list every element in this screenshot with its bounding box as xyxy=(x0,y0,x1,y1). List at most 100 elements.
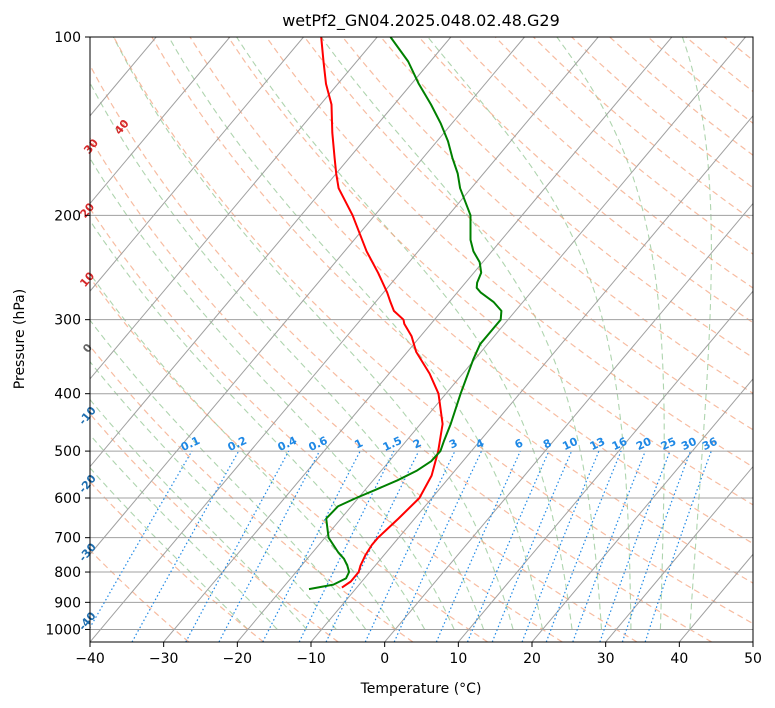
moist-adiabat xyxy=(90,219,426,630)
dry-adiabat xyxy=(113,37,753,625)
moist-adiabat xyxy=(427,37,632,630)
moist-adiabat xyxy=(90,360,337,630)
mixing-ratio-label: 13 xyxy=(588,435,607,453)
dry-adiabat xyxy=(227,37,753,506)
mixing-ratio-line xyxy=(185,450,290,642)
x-tick-label: −30 xyxy=(149,651,179,667)
mixing-ratio-label: 16 xyxy=(610,435,630,453)
y-tick-label: 800 xyxy=(54,565,81,581)
y-tick-label: 100 xyxy=(54,30,81,46)
dry-adiabat xyxy=(90,345,414,642)
x-tick-label: 30 xyxy=(597,651,615,667)
isotherm-line xyxy=(310,115,753,642)
moist-adiabat xyxy=(556,37,665,630)
isotherm-line xyxy=(90,37,304,292)
mixing-ratio-labels: 0.1 0.2 0.4 0.6 1 1.5 2 3 4 6 8 10 13 16 20 25 30 36 xyxy=(179,434,720,454)
isotherm-line xyxy=(90,37,231,205)
isotherm-line xyxy=(90,37,378,380)
mixing-ratio-label: 30 xyxy=(679,435,699,453)
dry-adiabat xyxy=(90,137,638,642)
mixing-ratio-line xyxy=(466,450,550,642)
y-tick-label: 1000 xyxy=(45,622,81,638)
isotherm-line xyxy=(163,37,673,642)
y-axis: 100 200 300 400 500 600 700 800 900 1000 xyxy=(45,30,90,638)
moist-adiabat xyxy=(236,37,573,630)
dry-adiabat xyxy=(90,276,488,642)
moist-adiabat xyxy=(90,81,485,630)
x-tick-label: 20 xyxy=(523,651,541,667)
plot-frame xyxy=(89,36,754,643)
dry-adiabat xyxy=(456,37,753,289)
mixing-ratio-line xyxy=(262,450,361,642)
x-tick-label: 0 xyxy=(380,651,389,667)
dry-adiabat xyxy=(762,37,775,642)
moist-adiabat xyxy=(90,319,367,630)
isotherm-line xyxy=(90,37,452,468)
isotherm-line xyxy=(605,465,753,642)
mixing-ratio-lines xyxy=(90,450,712,642)
y-tick-label: 500 xyxy=(54,444,81,460)
moist-adiabat xyxy=(320,37,603,630)
moist-adiabat xyxy=(90,434,278,630)
mixing-ratio-line xyxy=(491,450,573,642)
mixing-ratio-line xyxy=(218,450,321,642)
y-tick-label: 700 xyxy=(54,531,81,547)
mixing-ratio-line xyxy=(131,450,240,642)
mixing-ratio-label: 36 xyxy=(700,435,720,453)
mixing-ratio-line xyxy=(644,450,712,642)
mixing-ratio-line xyxy=(572,450,646,642)
y-tick-label: 400 xyxy=(54,387,81,403)
dewpoint-profile xyxy=(308,37,503,591)
moist-adiabat xyxy=(90,467,249,630)
isotherm-line xyxy=(457,290,753,642)
mixing-ratio-line xyxy=(435,450,521,642)
sounding-profiles xyxy=(308,37,503,591)
x-tick-label: −20 xyxy=(223,651,253,667)
mixing-ratio-label: 25 xyxy=(659,435,678,453)
temperature-profile xyxy=(320,37,444,589)
moist-adiabat-lines xyxy=(90,37,712,630)
x-axis-title: Temperature (°C) xyxy=(360,681,482,697)
mixing-ratio-line xyxy=(599,450,671,642)
isotherm-line xyxy=(0,37,9,642)
chart-title: wetPf2_GN04.2025.048.02.48.G29 xyxy=(282,11,560,31)
x-tick-label: 10 xyxy=(449,651,467,667)
isobar-gridlines xyxy=(90,37,753,630)
y-tick-label: 900 xyxy=(54,595,81,611)
mixing-ratio-label: 20 xyxy=(634,435,654,453)
isotherm-gridlines xyxy=(0,37,753,642)
x-axis: −40 −30 −20 −10 0 10 20 30 40 50 xyxy=(75,642,762,667)
x-tick-label: −10 xyxy=(296,651,326,667)
y-tick-label: 300 xyxy=(54,313,81,329)
mixing-ratio-line xyxy=(298,450,395,642)
isotherm-line xyxy=(90,37,525,556)
moist-adiabat xyxy=(90,272,396,630)
y-tick-label: 200 xyxy=(54,208,81,224)
mixing-ratio-label: 10 xyxy=(560,435,580,453)
dry-adiabat xyxy=(418,37,753,324)
moist-adiabat xyxy=(112,37,514,630)
isotherm-line xyxy=(752,641,753,642)
isotherm-line xyxy=(90,37,599,642)
dry-adiabat xyxy=(265,37,753,468)
x-tick-label: 40 xyxy=(670,651,688,667)
moist-adiabat xyxy=(681,37,712,630)
moist-adiabat xyxy=(90,398,308,630)
isotherm-line xyxy=(384,202,753,642)
dry-adiabat xyxy=(90,64,713,642)
isotherm-line xyxy=(236,37,746,642)
moist-adiabat xyxy=(90,157,455,630)
x-tick-label: −40 xyxy=(75,651,105,667)
mixing-ratio-line xyxy=(545,450,622,642)
y-axis-title: Pressure (hPa) xyxy=(12,289,28,389)
moist-adiabat xyxy=(168,37,544,630)
mixing-ratio-line xyxy=(521,450,600,642)
mixing-ratio-line xyxy=(621,450,692,642)
dry-adiabat xyxy=(90,549,190,642)
x-tick-label: 50 xyxy=(744,651,762,667)
y-tick-label: 600 xyxy=(54,491,81,507)
isotherm-line xyxy=(531,378,753,642)
plot-background xyxy=(90,37,753,642)
dry-adiabat xyxy=(151,37,753,584)
